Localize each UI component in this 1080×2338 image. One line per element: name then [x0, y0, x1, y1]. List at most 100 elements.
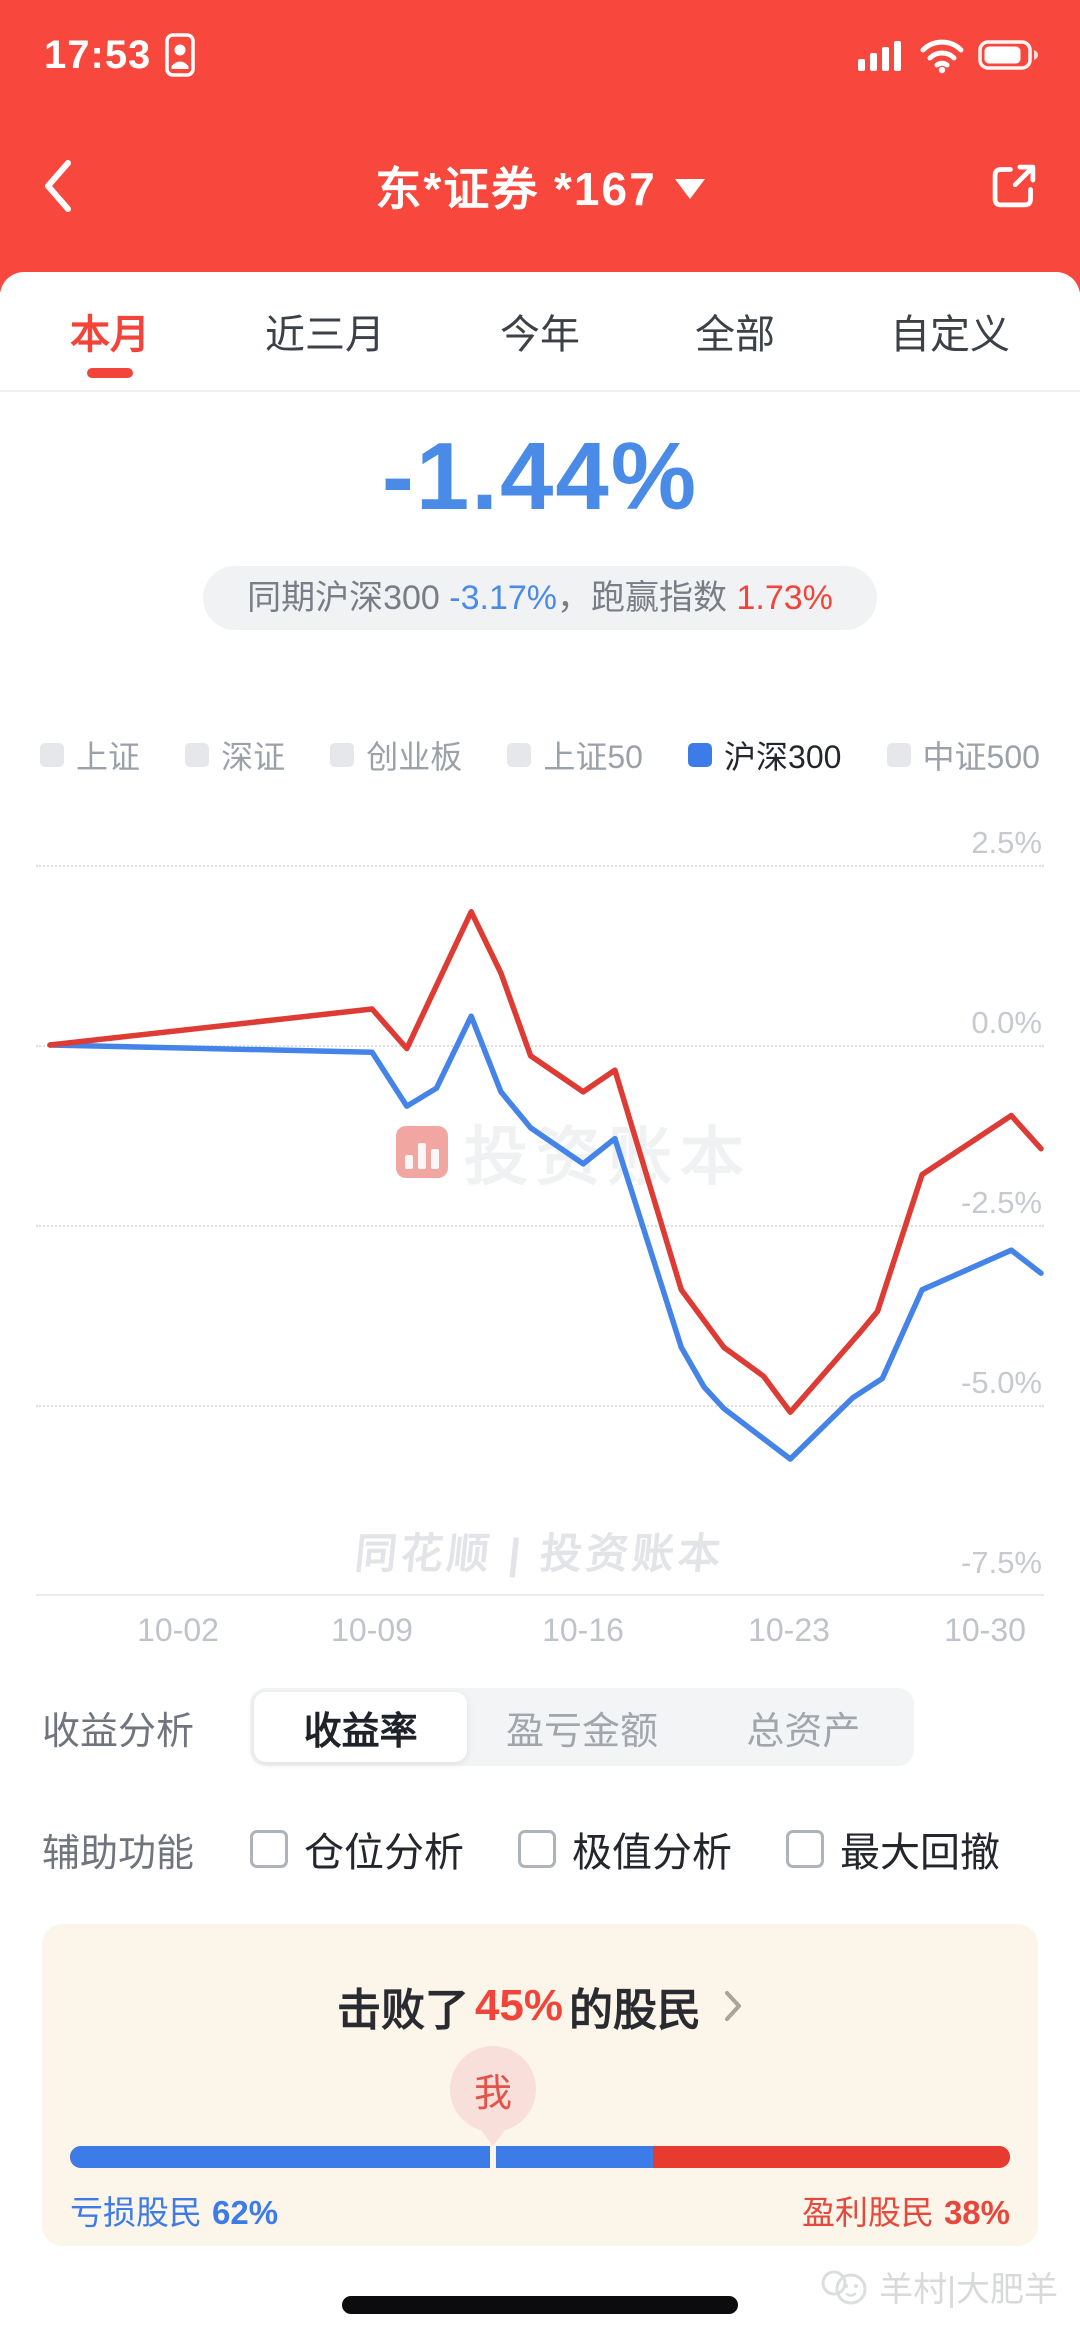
aux-row: 辅助功能 仓位分析 极值分析 最大回撤	[42, 1820, 1038, 1878]
status-icons	[856, 36, 1040, 74]
page-watermark: 羊村|大肥羊	[819, 2262, 1058, 2311]
beat-bar-labels: 亏损股民 62% 盈利股民 38%	[70, 2186, 1010, 2234]
app-header: 17:53 东*证券 *167	[0, 0, 1080, 292]
x-tick: 10-02	[137, 1612, 219, 1648]
y-tick: 0.0%	[971, 1005, 1042, 1040]
checkbox-icon[interactable]	[518, 1830, 556, 1868]
legend-label: 中证500	[922, 739, 1040, 775]
legend-swatch	[330, 743, 355, 767]
option-label: 仓位分析	[304, 1831, 464, 1875]
account-selector[interactable]: 东*证券 *167	[100, 153, 980, 219]
legend-swatch	[688, 743, 713, 767]
option-max-drawdown[interactable]: 最大回撤	[786, 1820, 1000, 1878]
tab-this-month[interactable]: 本月	[70, 272, 150, 390]
option-label: 极值分析	[572, 1831, 732, 1875]
y-tick: 2.5%	[971, 825, 1042, 860]
legend-swatch	[40, 743, 64, 767]
investors-distribution-bar	[70, 2146, 1010, 2168]
analysis-row: 收益分析 收益率 盈亏金额 总资产	[42, 1688, 1038, 1766]
back-button[interactable]	[40, 146, 100, 226]
status-bar: 17:53	[0, 0, 1080, 100]
period-return-value: -1.44%	[381, 423, 699, 530]
legend-item-zhongzheng500[interactable]: 中证500	[886, 732, 1040, 778]
cellular-signal-icon	[858, 41, 901, 71]
legend-label: 上证	[76, 739, 141, 775]
active-tab-underline	[87, 368, 133, 378]
option-position-analysis[interactable]: 仓位分析	[250, 1820, 518, 1878]
beat-title-link[interactable]: 击败了 45% 的股民	[42, 1974, 1038, 2038]
legend-swatch	[185, 743, 210, 767]
battery-icon	[978, 40, 1038, 70]
legend-label: 深证	[221, 739, 286, 775]
benchmark-return-value: -3.17%	[449, 579, 558, 617]
gridline	[36, 1225, 1044, 1227]
sheep-icon	[821, 2270, 867, 2304]
tab-label: 今年	[500, 313, 580, 357]
bar-profit-segment	[652, 2146, 1010, 2168]
legend-label: 上证50	[543, 739, 643, 775]
beat-percent-value: 45%	[474, 1981, 564, 2030]
profile-badge-icon	[165, 33, 196, 77]
gridline	[36, 1405, 1044, 1407]
y-tick: -5.0%	[961, 1365, 1042, 1400]
tab-custom[interactable]: 自定义	[890, 272, 1010, 390]
tab-all[interactable]: 全部	[695, 272, 775, 390]
page-title: 东*证券 *167	[375, 163, 657, 215]
analysis-label: 收益分析	[42, 1710, 195, 1753]
chevron-right-icon	[723, 1989, 743, 2023]
benchmark-prefix: 同期沪深300	[247, 579, 450, 617]
tab-this-year[interactable]: 今年	[500, 272, 580, 390]
aux-label: 辅助功能	[42, 1832, 195, 1875]
analysis-segmented-control: 收益率 盈亏金额 总资产	[250, 1688, 914, 1766]
content-sheet: 本月 近三月 今年 全部 自定义 -1.44% 同期沪深300 -3.17%，跑…	[0, 272, 1080, 2246]
tab-three-months[interactable]: 近三月	[265, 272, 385, 390]
return-line-chart: 2.5% 0.0% -2.5% -5.0% -7.5% 投资账本 同花顺 | 投…	[0, 820, 1080, 1668]
option-extreme-analysis[interactable]: 极值分析	[518, 1820, 786, 1878]
segment-total-assets[interactable]: 总资产	[746, 1710, 861, 1753]
legend-label: 创业板	[366, 739, 463, 775]
legend-item-shangzheng50[interactable]: 上证50	[507, 732, 643, 778]
index-legend: 上证 深证 创业板 上证50 沪深300 中证500	[40, 736, 1040, 775]
x-axis-line	[36, 1594, 1044, 1596]
y-tick: -7.5%	[961, 1545, 1042, 1580]
wifi-icon	[920, 39, 964, 74]
legend-item-shangzheng[interactable]: 上证	[40, 732, 140, 778]
page-watermark-text: 羊村|大肥羊	[879, 2271, 1058, 2309]
dropdown-caret-icon	[674, 179, 705, 199]
nav-bar: 东*证券 *167	[0, 100, 1080, 272]
beat-title-prefix: 击败了	[336, 1986, 469, 2035]
segment-return-rate[interactable]: 收益率	[254, 1692, 468, 1762]
profit-investors-value: 38%	[943, 2194, 1010, 2231]
checkbox-icon[interactable]	[250, 1830, 288, 1868]
benchmark-pill: 同期沪深300 -3.17%，跑赢指数 1.73%	[203, 566, 877, 630]
bubble-tail	[480, 2130, 505, 2146]
tab-label: 自定义	[890, 313, 1010, 357]
profit-investors-label: 盈利股民 38%	[801, 2194, 1010, 2231]
legend-swatch	[507, 743, 532, 767]
share-button[interactable]	[980, 146, 1040, 226]
me-marker-bubble: 我	[449, 2046, 536, 2146]
legend-item-hushen300[interactable]: 沪深300	[688, 732, 841, 778]
tab-label: 全部	[695, 313, 775, 357]
loss-investors-value: 62%	[212, 2194, 279, 2231]
gridline	[36, 1045, 1044, 1047]
beat-title-suffix: 的股民	[569, 1986, 702, 2035]
chart-plot	[47, 909, 1044, 1462]
x-tick: 10-23	[748, 1612, 830, 1648]
legend-item-shenzheng[interactable]: 深证	[185, 732, 285, 778]
checkbox-icon[interactable]	[786, 1830, 824, 1868]
segment-profit-amount[interactable]: 盈亏金额	[505, 1710, 658, 1753]
period-tabs: 本月 近三月 今年 全部 自定义	[0, 272, 1080, 392]
legend-item-chuangyeban[interactable]: 创业板	[330, 732, 462, 778]
legend-swatch	[886, 743, 911, 767]
beat-card: 击败了 45% 的股民 我 亏损股民 62% 盈利股民 38%	[42, 1924, 1038, 2246]
bar-marker	[490, 2146, 496, 2168]
x-tick: 10-30	[944, 1612, 1026, 1648]
me-marker-label: 我	[449, 2046, 536, 2132]
tab-label: 本月	[70, 313, 150, 357]
tab-label: 近三月	[265, 313, 385, 357]
home-indicator	[342, 2296, 738, 2314]
gridline	[36, 865, 1044, 867]
benchmark-pill-row: 同期沪深300 -3.17%，跑赢指数 1.73%	[0, 566, 1080, 630]
